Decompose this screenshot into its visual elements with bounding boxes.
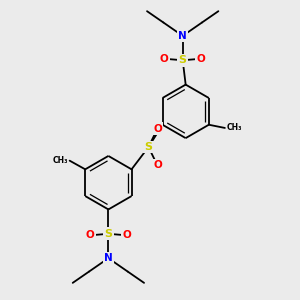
Text: N: N — [178, 31, 187, 41]
Text: O: O — [85, 230, 94, 240]
Text: O: O — [160, 54, 169, 64]
Text: N: N — [104, 253, 113, 263]
Text: O: O — [122, 230, 131, 240]
Text: S: S — [104, 229, 112, 239]
Text: O: O — [153, 124, 162, 134]
Text: S: S — [145, 142, 152, 152]
Text: CH₃: CH₃ — [52, 156, 68, 165]
Text: O: O — [197, 54, 206, 64]
Text: CH₃: CH₃ — [226, 123, 242, 132]
Text: S: S — [179, 55, 187, 65]
Text: O: O — [153, 160, 162, 170]
